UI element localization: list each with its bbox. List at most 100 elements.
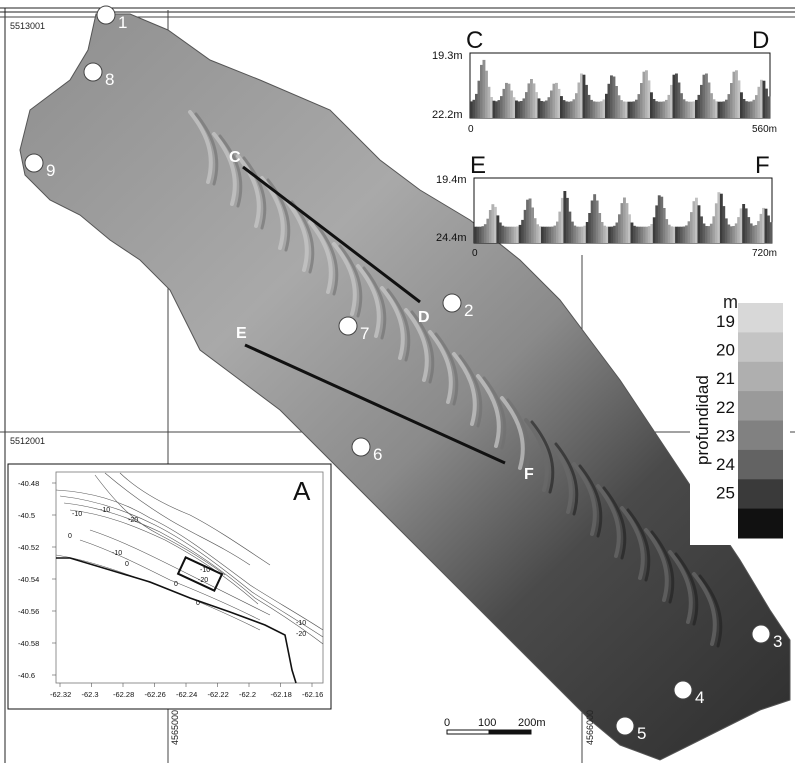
depth-legend-swatch [738, 303, 783, 333]
transect-label-f: F [524, 466, 534, 483]
profile-cd: C D 19.3m 22.2m 0 560m [432, 27, 777, 135]
profile-ef-left-letter: E [470, 152, 486, 179]
station-label-9: 9 [46, 161, 55, 180]
profile-ef-y-top: 19.4m [436, 174, 467, 186]
depth-legend-tick: 24 [716, 455, 735, 474]
inset-x-tick: -62.16 [302, 690, 323, 699]
station-marker-6 [351, 437, 371, 457]
northing-label-mid: 5512001 [10, 436, 45, 446]
inset-contour-label: -10 [72, 511, 82, 518]
transect-line-cd [242, 165, 421, 304]
inset-contours [55, 472, 324, 645]
inset-y-tick: -40.48 [18, 479, 39, 488]
inset-map-plot-area [55, 471, 324, 684]
inset-x-tick: -62.26 [145, 690, 166, 699]
inset-y-tick: -40.6 [18, 671, 35, 680]
profile-cd-surface [470, 59, 771, 118]
scale-bar-label-0: 0 [444, 717, 450, 729]
depth-legend-tick: 23 [716, 426, 735, 445]
station-marker-1 [96, 5, 116, 25]
station-marker-5 [615, 716, 635, 736]
depth-legend-swatch [738, 391, 783, 421]
profile-cd-right-letter: D [752, 27, 769, 54]
scale-bar: 0 100 200m [444, 717, 546, 735]
station-label-8: 8 [105, 70, 114, 89]
inset-y-tick: -40.54 [18, 575, 39, 584]
inset-y-tick: -40.58 [18, 639, 39, 648]
depth-legend-swatch [738, 420, 783, 451]
depth-legend: m 19 20 21 22 23 24 25 profundidad [690, 270, 790, 545]
depth-legend-tick: 21 [716, 369, 735, 388]
depth-legend-tick: 25 [716, 484, 735, 503]
profile-cd-y-top: 19.3m [432, 50, 463, 62]
station-label-3: 3 [773, 632, 782, 651]
inset-x-tick: -62.18 [271, 690, 292, 699]
profile-ef-x-end: 720m [752, 248, 777, 259]
inset-x-tick: -62.28 [113, 690, 134, 699]
station-marker-8 [83, 62, 103, 82]
profile-ef: E F 19.4m 24.4m 0 720m [436, 152, 777, 259]
bathymetry-strip [19, 13, 791, 761]
inset-contour-label: 0 [196, 600, 200, 607]
inset-y-tick: -40.52 [18, 543, 39, 552]
profile-ef-y-bottom: 24.4m [436, 232, 467, 244]
scale-bar-label-200: 200m [518, 717, 546, 729]
station-label-1: 1 [118, 13, 127, 32]
inset-x-tick: -62.2 [239, 690, 256, 699]
inset-contour-label: -20 [198, 577, 208, 584]
station-label-4: 4 [695, 688, 704, 707]
depth-legend-colorbar [738, 303, 783, 539]
inset-contour-label: -10 [100, 507, 110, 514]
inset-x-tick: -62.3 [82, 690, 99, 699]
transect-label-e: E [236, 325, 247, 342]
depth-legend-swatch [738, 332, 783, 363]
depth-legend-title: profundidad [693, 375, 712, 465]
station-marker-2 [442, 293, 462, 313]
depth-legend-tick: 20 [716, 341, 735, 360]
profile-cd-left-letter: C [466, 27, 483, 54]
transect-label-c: C [229, 149, 241, 166]
scale-bar-label-100: 100 [478, 717, 496, 729]
depth-legend-tick: 19 [716, 312, 735, 331]
transect-line-ef [244, 343, 506, 465]
profile-cd-x-end: 560m [752, 124, 777, 135]
depth-legend-tick: 22 [716, 398, 735, 417]
station-label-2: 2 [464, 301, 473, 320]
inset-contour-label: -10 [296, 620, 306, 627]
inset-contour-label: 0 [125, 561, 129, 568]
inset-y-tick: -40.5 [18, 511, 35, 520]
easting-label-right: 4566000 [585, 710, 595, 745]
inset-contour-label: 0 [68, 533, 72, 540]
inset-contour-label: 0 [174, 581, 178, 588]
station-marker-7 [338, 316, 358, 336]
easting-label-left: 4565000 [170, 710, 180, 745]
northing-label-top: 5513001 [10, 21, 45, 31]
inset-study-area-box [176, 556, 224, 592]
station-marker-3 [751, 624, 771, 644]
inset-x-tick: -62.24 [176, 690, 197, 699]
inset-coastline [56, 557, 297, 684]
inset-panel-letter: A [293, 476, 311, 506]
depth-legend-swatch [738, 449, 783, 480]
inset-contour-label: -10 [112, 550, 122, 557]
depth-legend-unit: m [723, 292, 738, 312]
inset-contour-label: -20 [128, 517, 138, 524]
inset-x-tick: -62.32 [50, 690, 71, 699]
inset-x-tick: -62.22 [208, 690, 229, 699]
station-marker-9 [24, 153, 44, 173]
profile-cd-y-bottom: 22.2m [432, 109, 463, 121]
station-label-7: 7 [360, 324, 369, 343]
profile-ef-right-letter: F [755, 152, 770, 179]
transect-label-d: D [418, 309, 430, 326]
depth-legend-swatch [738, 479, 783, 510]
depth-legend-swatch [738, 361, 783, 392]
profile-cd-x-start: 0 [468, 124, 474, 135]
inset-y-tick: -40.56 [18, 607, 39, 616]
station-marker-4 [673, 680, 693, 700]
profile-ef-x-start: 0 [472, 248, 478, 259]
profile-ef-surface [474, 191, 773, 243]
